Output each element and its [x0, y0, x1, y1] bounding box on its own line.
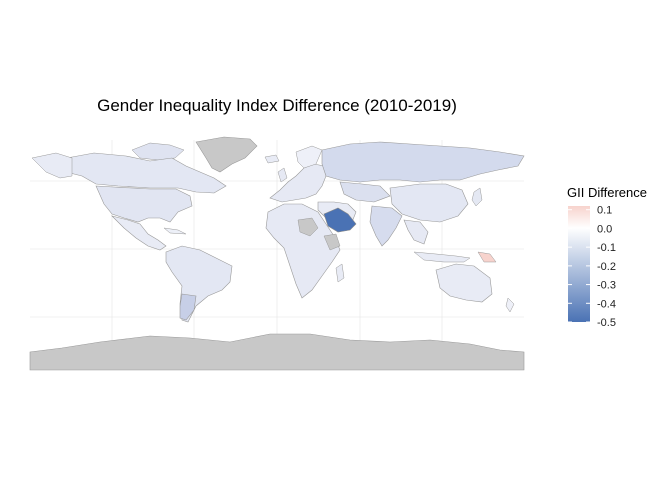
region-canada	[55, 152, 227, 194]
region-west-africa-missing	[297, 217, 319, 237]
region-united-states	[95, 185, 193, 223]
region-horn-africa-missing	[323, 233, 341, 251]
region-central-asia	[339, 181, 391, 203]
region-africa	[265, 203, 341, 299]
region-antarctica	[29, 333, 525, 371]
region-mexico	[111, 215, 167, 251]
legend-title: GII Difference	[567, 185, 647, 200]
region-australia	[435, 263, 493, 303]
region-madagascar	[335, 263, 345, 283]
legend-colorbar	[568, 206, 590, 322]
region-arctic-islands	[131, 142, 185, 161]
chart-title: Gender Inequality Index Difference (2010…	[97, 96, 457, 115]
region-china	[389, 183, 469, 223]
region-indonesia	[413, 251, 471, 263]
region-southeast-asia	[403, 219, 429, 245]
legend-tick-label: -0.1	[597, 242, 616, 254]
legend-tick-label: -0.2	[597, 261, 616, 273]
legend-tick-label: -0.4	[597, 298, 616, 310]
region-papua-new-guinea	[477, 251, 497, 263]
region-saudi-arabia	[323, 207, 357, 233]
region-new-zealand	[505, 297, 515, 313]
region-europe	[269, 163, 327, 203]
legend: GII Difference 0.1 0.0 -0.1 -0.2 -0.3 -0.4 -0.…	[567, 185, 647, 329]
region-iceland	[264, 154, 280, 164]
legend-tick-label: 0.0	[597, 223, 612, 235]
region-japan	[471, 187, 483, 207]
map-panel	[29, 136, 525, 371]
region-scandinavia	[295, 145, 323, 169]
legend-tick-label: 0.1	[597, 205, 612, 217]
legend-tick-label: -0.3	[597, 280, 616, 292]
region-south-america	[165, 245, 233, 323]
region-cuba	[163, 227, 187, 235]
region-alaska	[31, 152, 73, 179]
region-russia	[321, 141, 525, 183]
legend-tick-label: -0.5	[597, 317, 616, 329]
region-argentina	[179, 293, 197, 321]
region-greenland	[195, 136, 258, 173]
region-uk	[277, 167, 288, 183]
legend-ticks: 0.1 0.0 -0.1 -0.2 -0.3 -0.4 -0.5	[568, 205, 616, 329]
region-india	[369, 205, 403, 247]
